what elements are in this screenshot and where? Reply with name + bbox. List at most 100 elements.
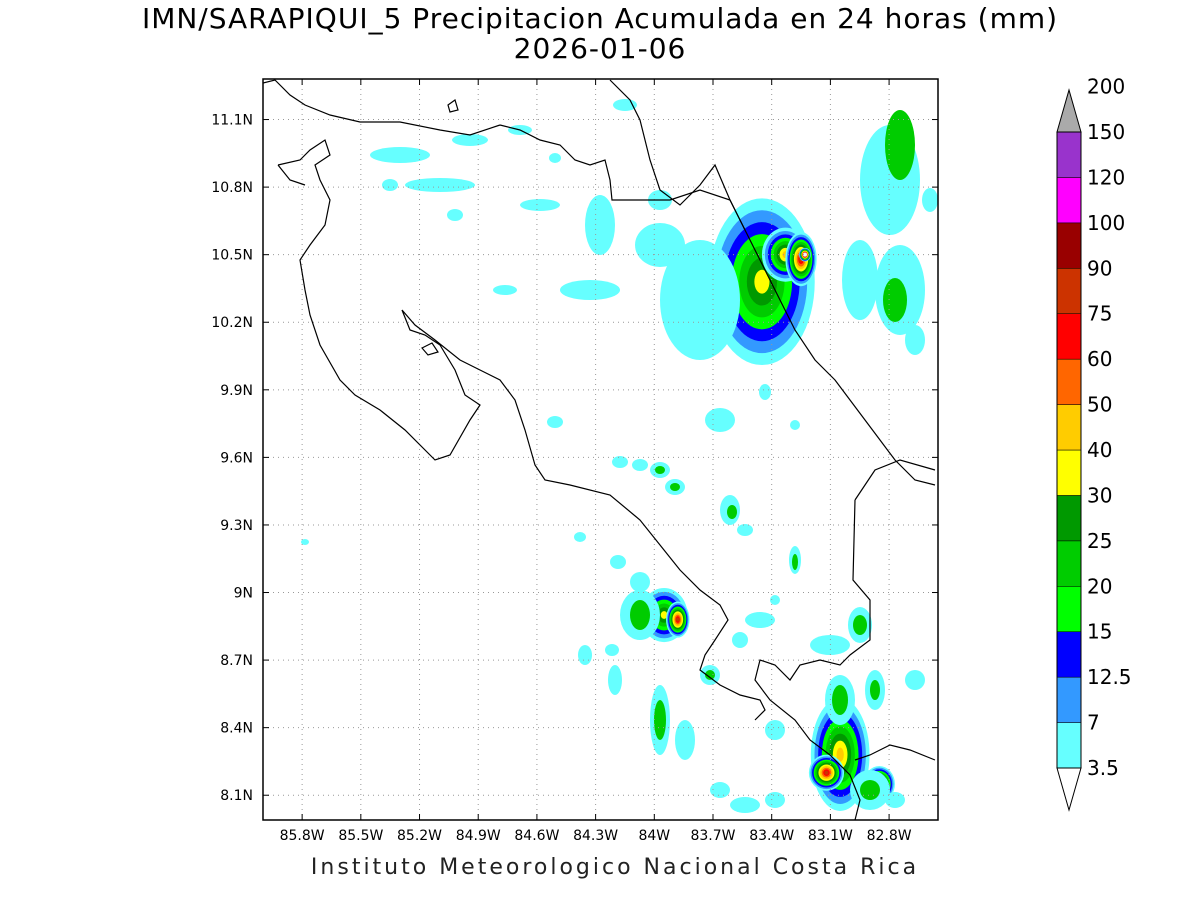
lake-shore	[447, 99, 459, 113]
precip-contour	[853, 615, 867, 635]
precip-contour	[655, 466, 665, 474]
colorbar-label: 60	[1087, 347, 1112, 371]
coastline-caribbean	[609, 79, 936, 486]
colorbar-max-triangle	[1056, 88, 1082, 133]
precip-contour	[745, 612, 775, 628]
precip-contour	[660, 240, 740, 360]
colorbar-swatch	[1056, 177, 1082, 224]
precip-contour	[654, 700, 666, 740]
precip-contour	[520, 199, 560, 211]
precip-contour	[710, 782, 730, 798]
colorbar-swatch	[1056, 268, 1082, 314]
colorbar-swatch	[1056, 449, 1082, 496]
precip-contour	[765, 792, 785, 808]
precip-contour	[630, 572, 650, 592]
colorbar-swatch	[1056, 404, 1082, 451]
colorbar-swatch	[1056, 313, 1082, 360]
precip-contour	[705, 670, 715, 680]
precip-contour	[547, 416, 563, 428]
precip-contour	[574, 532, 586, 542]
x-tick-label: 83.1W	[808, 828, 853, 844]
precip-contour	[810, 635, 850, 655]
burica-peninsula	[854, 744, 936, 761]
y-tick-label: 9.6N	[220, 450, 253, 466]
precip-contour	[836, 747, 844, 762]
precip-contour	[605, 644, 619, 656]
x-tick-label: 84W	[638, 828, 670, 844]
precipitation-field	[301, 99, 938, 813]
x-tick-label: 85.2W	[397, 828, 442, 844]
precip-contour	[660, 611, 668, 619]
x-tick-label: 85.8W	[280, 828, 325, 844]
coastline	[263, 79, 936, 820]
y-tick-label: 8.7N	[220, 653, 253, 669]
colorbar-swatch	[1056, 222, 1082, 269]
colorbar-label: 12.5	[1087, 665, 1132, 689]
precip-contour	[802, 252, 807, 257]
colorbar-label: 7	[1087, 711, 1100, 735]
precip-contour	[632, 459, 648, 471]
precip-contour	[737, 524, 753, 536]
colorbar-swatch	[1056, 586, 1082, 632]
precip-contour	[792, 554, 798, 570]
border-panama	[754, 459, 936, 820]
precip-contour	[405, 178, 475, 192]
precip-contour	[452, 134, 488, 146]
colorbar-swatch	[1056, 495, 1082, 542]
precip-contour	[922, 188, 938, 212]
precip-contour	[759, 384, 771, 400]
colorbar-label: 50	[1087, 393, 1112, 417]
y-tick-label: 9.3N	[220, 518, 253, 534]
precip-contour	[493, 285, 517, 295]
colorbar: 3.5 7 12.5 15 20 25 30 40 50 60 75 90 100 120 150 200	[1056, 75, 1132, 812]
colorbar-swatch	[1056, 631, 1082, 678]
precip-contour	[832, 685, 848, 715]
precip-contour	[790, 420, 800, 430]
precip-contour	[613, 99, 637, 111]
precip-contour	[842, 240, 878, 320]
y-tick-label: 9N	[234, 586, 253, 602]
precip-contour	[905, 325, 925, 355]
precip-contour	[549, 153, 561, 163]
colorbar-label: 200	[1087, 75, 1125, 99]
precip-contour	[382, 179, 398, 191]
precip-contour	[301, 539, 309, 545]
colorbar-swatch	[1056, 358, 1082, 405]
x-tick-label: 85.5W	[338, 828, 383, 844]
precip-contour	[727, 505, 737, 519]
x-tick-label: 84.6W	[514, 828, 559, 844]
precip-contour	[585, 195, 615, 255]
precip-contour	[635, 223, 685, 267]
y-tick-label: 8.4N	[220, 721, 253, 737]
y-tick-label: 8.1N	[220, 788, 253, 804]
precip-contour	[905, 670, 925, 690]
border-nicaragua	[499, 124, 746, 231]
precip-contour	[705, 408, 735, 432]
precip-contour	[765, 720, 785, 740]
precip-contour	[560, 280, 620, 300]
coastline-pacific	[263, 79, 766, 721]
precip-contour	[860, 780, 880, 800]
precip-contour	[870, 680, 880, 700]
precip-contour	[730, 797, 760, 813]
footer-credit: Instituto Meteorologico Nacional Costa R…	[310, 855, 920, 880]
precip-contour	[883, 278, 907, 322]
precip-contour	[885, 792, 905, 808]
nicoya-gulf-island	[421, 342, 439, 356]
precip-contour	[630, 600, 650, 630]
x-tick-label: 83.4W	[749, 828, 794, 844]
colorbar-swatch	[1056, 676, 1082, 723]
precip-contour	[670, 483, 680, 491]
colorbar-label: 75	[1087, 302, 1112, 326]
grid-lines	[263, 79, 938, 820]
colorbar-swatch	[1056, 540, 1082, 587]
colorbar-label: 30	[1087, 483, 1112, 507]
colorbar-label: 90	[1087, 256, 1112, 280]
precip-contour	[675, 720, 695, 760]
plot-frame	[262, 78, 939, 821]
colorbar-swatch	[1056, 722, 1082, 769]
colorbar-label: 25	[1087, 529, 1112, 553]
colorbar-label: 150	[1087, 120, 1125, 144]
colorbar-frame	[1056, 131, 1082, 769]
